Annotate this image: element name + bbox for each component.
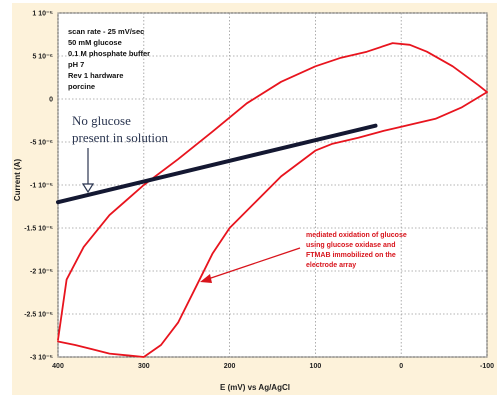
y-tick-label: -1.5 10⁻⁵ bbox=[24, 226, 53, 233]
y-tick-label: 0 bbox=[49, 97, 53, 104]
no-glucose-note: No glucose present in solution bbox=[72, 113, 169, 194]
oxidation-note: mediated oxidation of glucose using gluc… bbox=[200, 232, 407, 283]
condition-line: pH 7 bbox=[68, 60, 84, 69]
oxidation-arrowhead bbox=[200, 274, 212, 283]
y-tick-label: -1 10⁻⁵ bbox=[30, 183, 53, 190]
x-tick-label: 400 bbox=[52, 363, 64, 370]
x-axis-ticks: 400 300 200 100 0 -100 bbox=[52, 363, 494, 370]
no-glucose-arrowhead bbox=[81, 183, 95, 194]
y-tick-label: -2.5 10⁻⁵ bbox=[24, 312, 53, 319]
y-tick-label: -5 10⁻⁶ bbox=[30, 140, 53, 147]
x-tick-label: 100 bbox=[310, 363, 322, 370]
no-glucose-line-series bbox=[56, 123, 378, 205]
y-axis-ticks: 1 10⁻⁵ 5 10⁻⁶ 0 -5 10⁻⁶ -1 10⁻⁵ -1.5 10⁻⁵ -2 1… bbox=[24, 11, 53, 362]
oxidation-line: using glucose oxidase and bbox=[306, 242, 395, 249]
oxidation-line: mediated oxidation of glucose bbox=[306, 232, 407, 239]
oxidation-arrow bbox=[207, 247, 301, 280]
x-tick-label: 300 bbox=[138, 363, 150, 370]
x-tick-label: -100 bbox=[480, 363, 494, 370]
x-tick-label: 0 bbox=[399, 363, 403, 370]
y-axis-label: Current (A) bbox=[13, 159, 22, 202]
condition-line: Rev 1 hardware bbox=[68, 71, 123, 80]
no-glucose-line: present in solution bbox=[72, 130, 169, 145]
cv-curve-series bbox=[57, 91, 488, 358]
data-series bbox=[56, 42, 488, 358]
cv-curve-series bbox=[57, 42, 488, 341]
condition-line: porcine bbox=[68, 82, 95, 91]
no-glucose-line: No glucose bbox=[72, 113, 131, 128]
condition-line: 0.1 M phosphate buffer bbox=[68, 49, 150, 58]
gridlines bbox=[57, 12, 488, 358]
y-tick-label: 1 10⁻⁵ bbox=[32, 11, 53, 18]
oxidation-line: electrode array bbox=[306, 262, 356, 269]
conditions-note: scan rate - 25 mV/sec 50 mM glucose 0.1 … bbox=[68, 27, 150, 91]
oxidation-line: FTMAB immobilized on the bbox=[306, 252, 396, 259]
condition-line: 50 mM glucose bbox=[68, 38, 122, 47]
x-axis-label: E (mV) vs Ag/AgCl bbox=[220, 383, 290, 392]
y-tick-label: -2 10⁻⁵ bbox=[30, 269, 53, 276]
x-tick-label: 200 bbox=[224, 363, 236, 370]
y-tick-label: -3 10⁻⁵ bbox=[30, 355, 53, 362]
condition-line: scan rate - 25 mV/sec bbox=[68, 27, 144, 36]
y-tick-label: 5 10⁻⁶ bbox=[32, 54, 53, 61]
